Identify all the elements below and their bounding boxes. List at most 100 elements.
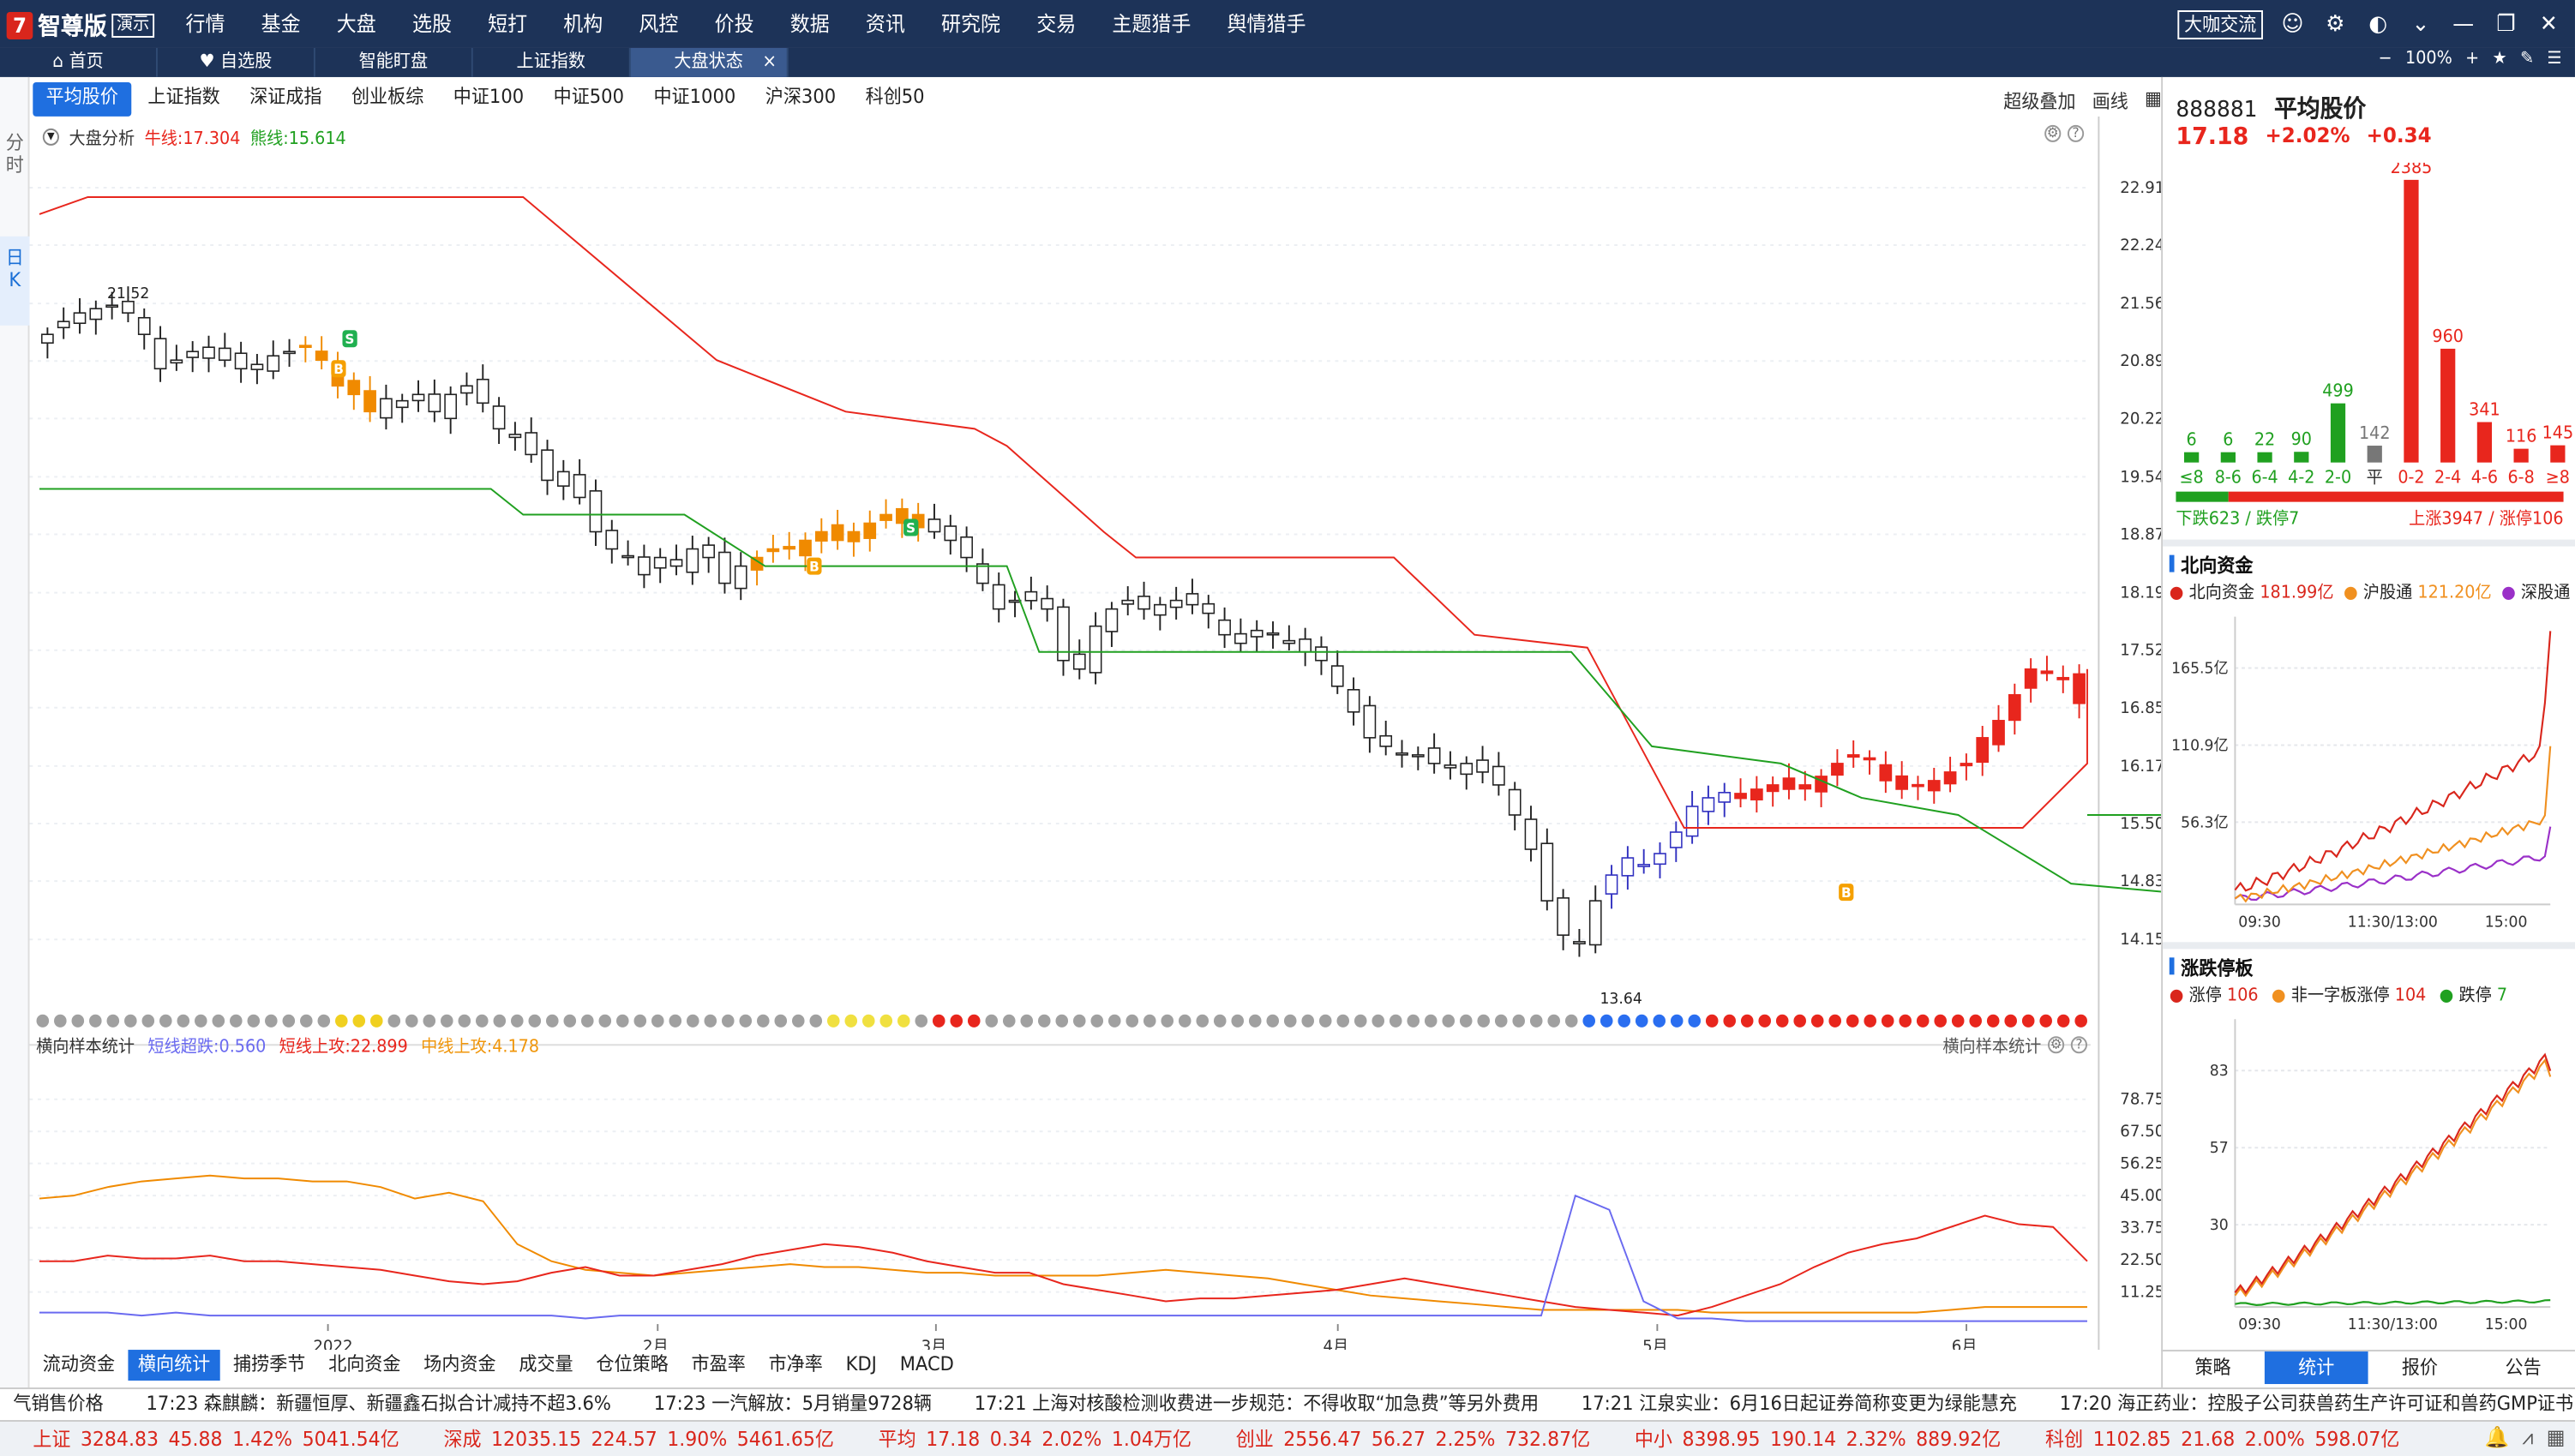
menu-item[interactable]: 短打 (488, 11, 528, 36)
tab-close-icon[interactable]: × (762, 51, 777, 72)
status-dot (598, 1014, 612, 1028)
status-dot (581, 1014, 594, 1028)
menu-item[interactable]: 数据 (789, 11, 830, 36)
star-icon[interactable]: ★ (2492, 49, 2507, 69)
right-tab[interactable]: 策略 (2194, 1357, 2231, 1380)
menu-item[interactable]: 资讯 (865, 11, 905, 36)
indicator-tab[interactable]: 横向统计 (128, 1350, 220, 1381)
candle (137, 316, 151, 335)
candle (476, 378, 489, 404)
tab-item[interactable]: 大盘状态 × (630, 47, 789, 77)
limit-value-3: 7 (2496, 986, 2508, 1006)
index-tab[interactable]: 中证500 (553, 85, 625, 108)
market-chart[interactable]: 22.91 22.24 21.56 20.89 20.22 19.54 18.87 18.19… (29, 116, 2162, 1351)
news-item[interactable]: 17:21 上海对核酸检测收费进一步规范：不得收取“加急费”等另外费用 (974, 1393, 1540, 1416)
menu-item[interactable]: 舆情猎手 (1227, 11, 1306, 36)
candle (927, 518, 941, 533)
y-tick-label: 21.56 (2120, 295, 2161, 313)
indicator-tab[interactable]: 仓位策略 (596, 1353, 669, 1376)
index-tab[interactable]: 中证100 (453, 85, 525, 108)
index-tab[interactable]: 创业板综 (351, 85, 424, 108)
pen-icon[interactable]: ✎ (2520, 49, 2535, 69)
status-index[interactable]: 中小 8398.95 190.14 2.32% 889.92亿 (1635, 1422, 2001, 1456)
candle (444, 393, 458, 420)
status-price: 12035.15 (491, 1427, 582, 1451)
menu-item[interactable]: 研究院 (941, 11, 1001, 36)
status-index[interactable]: 创业 2556.47 56.27 2.25% 732.87亿 (1236, 1422, 1590, 1456)
news-item[interactable]: 17:21 江泉实业：6月16日起证券简称变更为绿能慧充 (1581, 1393, 2017, 1416)
indicator-tab[interactable]: 流动资金 (42, 1353, 116, 1376)
indicator-tab[interactable]: 成交量 (519, 1353, 573, 1376)
menu-item[interactable]: 机构 (563, 11, 603, 36)
tab-item[interactable]: 上证指数 (473, 47, 631, 77)
exchange-button[interactable]: 大咖交流 (2177, 9, 2263, 39)
indicator-tab[interactable]: KDJ (845, 1353, 877, 1376)
draw-line-button[interactable]: 画线 (2092, 90, 2128, 113)
right-tab[interactable]: 公告 (2505, 1357, 2542, 1380)
menu-item[interactable]: 风控 (639, 11, 679, 36)
menu-item[interactable]: 选股 (411, 11, 452, 36)
right-tab[interactable]: 报价 (2401, 1357, 2439, 1380)
minimize-icon[interactable]: — (2452, 10, 2475, 37)
candle (1363, 704, 1377, 739)
status-pct: 2.25% (1435, 1427, 1496, 1451)
user-icon[interactable]: ☺ (2281, 10, 2304, 37)
zoom-in-icon[interactable]: + (2465, 49, 2480, 69)
news-item[interactable]: 17:23 一汽解放：5月销量9728辆 (653, 1393, 932, 1416)
menu-item[interactable]: 交易 (1036, 11, 1077, 36)
candle (283, 351, 296, 355)
status-index[interactable]: 科创 1102.85 21.68 2.00% 598.07亿 (2045, 1422, 2399, 1456)
close-icon[interactable]: ✕ (2539, 10, 2558, 37)
restore-icon[interactable]: ❐ (2496, 10, 2516, 37)
legend-dropdown-icon[interactable]: ▾ (42, 127, 59, 145)
index-tab[interactable]: 沪深300 (765, 85, 837, 108)
chevron-down-icon[interactable]: ⌄ (2411, 10, 2430, 37)
more-icon[interactable]: ☰ (2547, 49, 2562, 69)
indicator-tab[interactable]: 场内资金 (423, 1353, 496, 1376)
bull-bear-green (39, 488, 2162, 893)
index-tab[interactable]: 中证1000 (653, 85, 736, 108)
bull-line (39, 195, 2088, 830)
indicator-tab[interactable]: 市盈率 (691, 1353, 746, 1376)
news-item[interactable]: 17:23 森麒麟：新疆恒厚、新疆鑫石拟合计减持不超3.6% (146, 1393, 611, 1416)
zoom-out-icon[interactable]: − (2378, 49, 2392, 69)
menu-item[interactable]: 大盘 (336, 11, 376, 36)
news-item[interactable]: 气销售价格 (13, 1393, 104, 1416)
layout-icon[interactable]: ▦ (2145, 87, 2162, 110)
candle (1234, 632, 1247, 644)
candle (315, 351, 328, 362)
index-tab[interactable]: 科创50 (865, 85, 925, 108)
indicator-tab[interactable]: 捕捞季节 (233, 1353, 306, 1376)
tab-item[interactable]: ♥ 自选股 (158, 47, 315, 77)
indicator-tab[interactable]: MACD (899, 1353, 954, 1376)
status-index[interactable]: 平均 17.18 0.34 2.02% 1.04万亿 (879, 1422, 1191, 1456)
news-item[interactable]: 17:20 海正药业：控股子公司获兽药生产许可证和兽药GMP证书 (2059, 1393, 2574, 1416)
menu-item[interactable]: 基金 (261, 11, 301, 36)
tab-item[interactable]: ⌂ 首页 (0, 47, 158, 77)
help-icon[interactable]: ? (2067, 124, 2085, 142)
status-dot (89, 1014, 102, 1028)
settings-icon[interactable]: ⚙ (2326, 10, 2345, 37)
menu-item[interactable]: 行情 (185, 11, 225, 36)
menu-item[interactable]: 价投 (714, 11, 754, 36)
help-icon[interactable]: ? (2070, 1035, 2087, 1053)
right-tab[interactable]: 统计 (2264, 1351, 2368, 1385)
grid-icon[interactable]: ▦ (2546, 1425, 2566, 1449)
menu-item[interactable]: 主题猎手 (1112, 11, 1191, 36)
skin-icon[interactable]: ◐ (2368, 10, 2387, 37)
bell-icon[interactable]: 🔔 (2484, 1425, 2510, 1449)
index-tab[interactable]: 深证成指 (249, 85, 322, 108)
indicator-tab[interactable]: 市净率 (768, 1353, 823, 1376)
status-index[interactable]: 上证 3284.83 45.88 1.42% 5041.54亿 (33, 1422, 399, 1456)
period-fenshi[interactable]: 分时 (0, 77, 29, 177)
chart-icon[interactable]: ⩘ (2522, 1425, 2534, 1449)
status-index[interactable]: 深成 12035.15 224.57 1.90% 5461.65亿 (443, 1422, 833, 1456)
index-tab[interactable]: 上证指数 (147, 85, 220, 108)
overlay-button[interactable]: 超级叠加 (2003, 90, 2076, 113)
settings-icon[interactable]: ⚙ (2044, 124, 2062, 142)
index-tab[interactable]: 平均股价 (33, 81, 132, 117)
indicator-tab[interactable]: 北向资金 (328, 1353, 401, 1376)
tab-item[interactable]: 智能盯盘 (315, 47, 473, 77)
settings-icon[interactable]: ⚙ (2048, 1035, 2065, 1053)
